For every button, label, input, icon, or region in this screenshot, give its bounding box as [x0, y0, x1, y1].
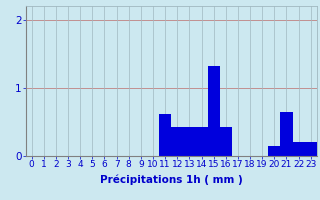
Bar [280, 112, 292, 156]
Bar [208, 66, 220, 156]
Bar [196, 127, 208, 156]
Bar [183, 127, 196, 156]
Bar [305, 142, 317, 156]
Bar [171, 127, 183, 156]
Bar [159, 114, 171, 156]
Bar [268, 146, 280, 156]
Bar [220, 127, 232, 156]
X-axis label: Précipitations 1h ( mm ): Précipitations 1h ( mm ) [100, 175, 243, 185]
Bar [292, 142, 305, 156]
